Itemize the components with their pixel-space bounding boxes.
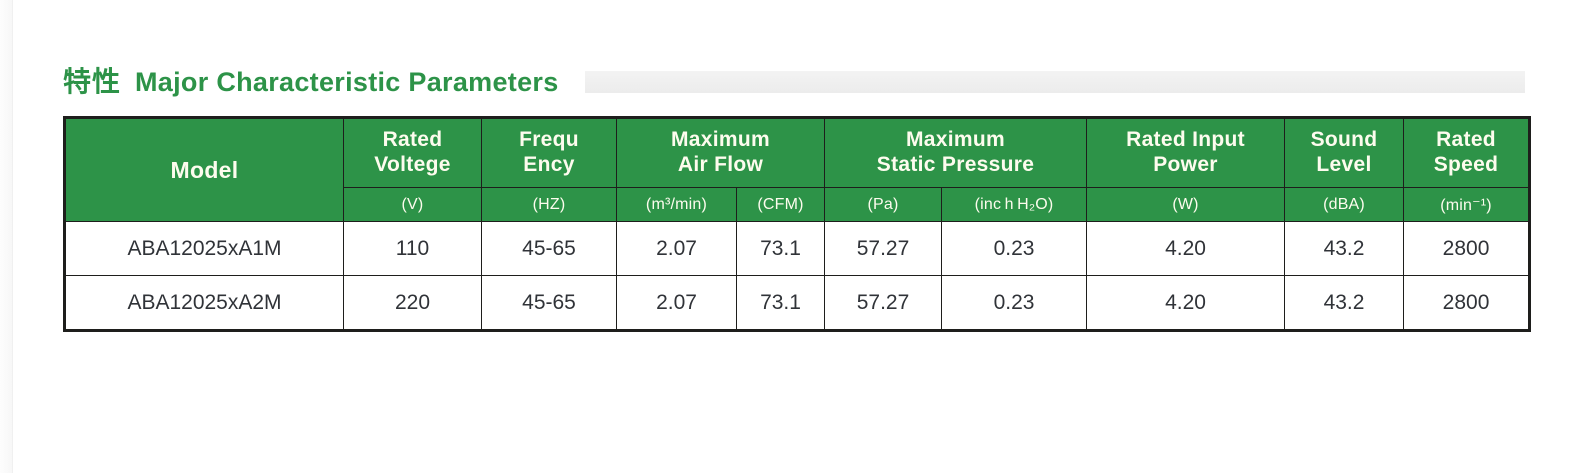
header-frequency: Frequ Ency	[481, 117, 617, 188]
data-cell: 2800	[1403, 221, 1531, 276]
table-row-a1m: ABA12025xA1M 110 45-65 2.07 73.1 57.27 0…	[64, 221, 1531, 276]
unit-inch-h2o: (inc h H₂O)	[940, 187, 1088, 222]
header-sound-level: Sound Level	[1284, 117, 1405, 188]
unit-hz: (HZ)	[481, 187, 617, 222]
header-rated-input-power: Rated Input Power	[1086, 117, 1286, 188]
unit-watts: (W)	[1086, 187, 1286, 222]
section-title-cjk: 特性	[63, 66, 122, 97]
data-cell: 73.1	[736, 275, 825, 331]
unit-volts: (V)	[343, 187, 482, 222]
section-title: 特性 Major Characteristic Parameters	[63, 60, 559, 100]
header-unit-row: (V) (HZ) (m³/min) (CFM) (Pa) (inc h H₂O)…	[65, 187, 1531, 222]
table-header: Model Rated Voltege Frequ Ency Maximum A…	[64, 117, 1531, 222]
header-max-static-pressure: Maximum Static Pressure	[823, 117, 1088, 188]
data-cell: 43.2	[1284, 275, 1405, 331]
data-cell: 2.07	[616, 275, 737, 331]
unit-min-inverse: (min⁻¹)	[1403, 187, 1531, 222]
model-cell: ABA12025xA2M	[64, 275, 344, 331]
data-cell: 57.27	[824, 221, 942, 276]
header-rated-speed: Rated Speed	[1403, 117, 1531, 188]
section-title-english: Major Characteristic Parameters	[135, 67, 559, 97]
data-cell: 0.23	[940, 221, 1088, 276]
data-cell: 0.23	[940, 275, 1088, 331]
data-cell: 110	[343, 221, 482, 276]
data-cell: 220	[343, 275, 482, 331]
data-cell: 73.1	[736, 221, 825, 276]
model-cell: ABA12025xA1M	[64, 221, 344, 276]
unit-pa: (Pa)	[824, 187, 942, 222]
data-cell: 2.07	[616, 221, 737, 276]
header-group-row: Model Rated Voltege Frequ Ency Maximum A…	[64, 117, 1531, 222]
unit-dba: (dBA)	[1284, 187, 1405, 222]
data-cell: 57.27	[824, 275, 942, 331]
title-underline-band	[585, 71, 1525, 93]
header-max-air-flow: Maximum Air Flow	[616, 117, 825, 188]
unit-m3-min: (m³/min)	[616, 187, 737, 222]
data-cell: 2800	[1403, 275, 1531, 331]
data-cell: 43.2	[1284, 221, 1405, 276]
characteristic-parameters-table: Model Rated Voltege Frequ Ency Maximum A…	[63, 116, 1532, 332]
header-rated-voltage: Rated Voltege	[343, 117, 482, 188]
data-cell: 45-65	[481, 275, 617, 331]
unit-cfm: (CFM)	[736, 187, 825, 222]
data-cell: 45-65	[481, 221, 617, 276]
table-body: ABA12025xA1M 110 45-65 2.07 73.1 57.27 0…	[64, 221, 1531, 331]
data-cell: 4.20	[1086, 221, 1286, 276]
page-edge-shading	[0, 0, 13, 473]
data-cell: 4.20	[1086, 275, 1286, 331]
header-model: Model	[64, 117, 344, 222]
table-row-a2m: ABA12025xA2M 220 45-65 2.07 73.1 57.27 0…	[64, 275, 1531, 331]
